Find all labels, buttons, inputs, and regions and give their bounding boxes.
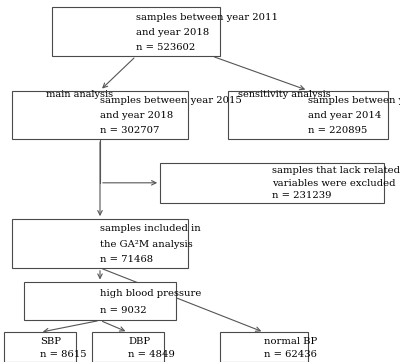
Text: samples that lack related: samples that lack related <box>272 167 400 176</box>
Text: n = 231239: n = 231239 <box>272 191 332 201</box>
Text: samples between year 2015: samples between year 2015 <box>100 96 242 105</box>
Text: normal BP: normal BP <box>264 337 317 346</box>
Text: main analysis: main analysis <box>46 90 113 98</box>
Text: and year 2018: and year 2018 <box>100 111 173 120</box>
FancyBboxPatch shape <box>4 332 76 362</box>
Text: SBP: SBP <box>40 337 61 346</box>
Text: variables were excluded: variables were excluded <box>272 179 396 188</box>
Text: samples between year 2011: samples between year 2011 <box>136 13 278 22</box>
Text: the GA²M analysis: the GA²M analysis <box>100 240 193 249</box>
FancyBboxPatch shape <box>228 90 388 139</box>
FancyBboxPatch shape <box>160 163 384 203</box>
Text: n = 8615: n = 8615 <box>40 350 87 359</box>
FancyBboxPatch shape <box>12 90 188 139</box>
Text: samples included in: samples included in <box>100 224 201 233</box>
FancyBboxPatch shape <box>220 332 308 362</box>
Text: n = 62436: n = 62436 <box>264 350 317 359</box>
FancyBboxPatch shape <box>92 332 164 362</box>
FancyBboxPatch shape <box>24 282 176 320</box>
Text: n = 302707: n = 302707 <box>100 126 159 135</box>
Text: high blood pressure: high blood pressure <box>100 289 201 298</box>
Text: n = 523602: n = 523602 <box>136 43 195 52</box>
Text: n = 220895: n = 220895 <box>308 126 367 135</box>
Text: and year 2018: and year 2018 <box>136 28 209 37</box>
Text: and year 2014: and year 2014 <box>308 111 381 120</box>
FancyBboxPatch shape <box>12 219 188 268</box>
FancyBboxPatch shape <box>52 7 220 56</box>
Text: n = 9032: n = 9032 <box>100 306 147 315</box>
Text: DBP: DBP <box>128 337 150 346</box>
Text: sensitivity analysis: sensitivity analysis <box>238 90 331 98</box>
Text: samples between year 2011: samples between year 2011 <box>308 96 400 105</box>
Text: n = 4849: n = 4849 <box>128 350 175 359</box>
Text: n = 71468: n = 71468 <box>100 255 153 264</box>
